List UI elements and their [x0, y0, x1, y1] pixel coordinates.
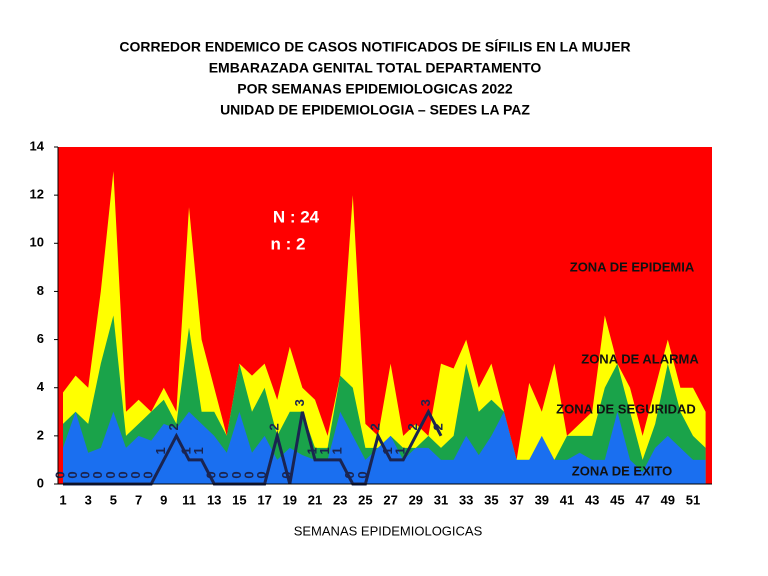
data-label: 0 — [254, 471, 269, 478]
x-tick-label: 7 — [135, 492, 142, 507]
y-tick-label: 10 — [30, 235, 44, 250]
data-label: 1 — [380, 447, 395, 454]
x-tick-label: 25 — [358, 492, 372, 507]
x-tick-label: 13 — [207, 492, 221, 507]
x-tick-label: 51 — [686, 492, 700, 507]
data-label: 0 — [65, 471, 80, 478]
zone-label: ZONA DE EPIDEMIA — [570, 259, 695, 274]
x-tick-label: 47 — [635, 492, 649, 507]
x-tick-label: 35 — [484, 492, 498, 507]
x-tick-label: 37 — [509, 492, 523, 507]
data-label: 0 — [128, 471, 143, 478]
annotation: n : 2 — [271, 234, 306, 253]
x-tick-label: 9 — [160, 492, 167, 507]
y-tick-label: 12 — [30, 187, 44, 202]
data-label: 0 — [229, 471, 244, 478]
x-tick-label: 1 — [59, 492, 66, 507]
data-label: 0 — [141, 471, 156, 478]
data-label: 0 — [216, 471, 231, 478]
x-tick-label: 27 — [383, 492, 397, 507]
data-label: 0 — [52, 471, 67, 478]
data-label: 0 — [355, 471, 370, 478]
x-tick-label: 43 — [585, 492, 599, 507]
data-label: 1 — [178, 447, 193, 454]
x-tick-label: 41 — [560, 492, 574, 507]
x-tick-label: 23 — [333, 492, 347, 507]
y-tick-label: 0 — [37, 475, 44, 490]
zone-area — [63, 315, 706, 484]
x-tick-label: 45 — [610, 492, 624, 507]
data-label: 0 — [279, 471, 294, 478]
x-tick-label: 29 — [409, 492, 423, 507]
data-label: 0 — [115, 471, 130, 478]
title-line: EMBARAZADA GENITAL TOTAL DEPARTAMENTO — [209, 60, 542, 76]
zone-label: ZONA DE ALARMA — [581, 351, 699, 366]
data-label: 0 — [90, 471, 105, 478]
x-tick-label: 11 — [182, 492, 196, 507]
data-label: 1 — [393, 447, 408, 454]
y-tick-label: 8 — [37, 283, 44, 298]
x-tick-label: 19 — [283, 492, 297, 507]
zone-label: ZONA DE EXITO — [572, 463, 672, 478]
y-tick-label: 4 — [37, 379, 45, 394]
zone-label: ZONA DE SEGURIDAD — [556, 401, 696, 416]
x-tick-label: 31 — [434, 492, 448, 507]
data-label: 2 — [267, 423, 282, 430]
x-tick-label: 39 — [535, 492, 549, 507]
data-label: 0 — [342, 471, 357, 478]
data-label: 1 — [153, 447, 168, 454]
data-label: 2 — [166, 423, 181, 430]
data-label: 0 — [241, 471, 256, 478]
data-label: 2 — [367, 423, 382, 430]
x-tick-label: 17 — [257, 492, 271, 507]
data-label: 0 — [204, 471, 219, 478]
title-line: UNIDAD DE EPIDEMIOLOGIA – SEDES LA PAZ — [220, 102, 530, 118]
y-tick-label: 2 — [37, 427, 44, 442]
title-line: POR SEMANAS EPIDEMIOLOGICAS 2022 — [237, 81, 513, 97]
zone-area — [63, 171, 706, 485]
data-label: 1 — [330, 447, 345, 454]
x-tick-label: 15 — [232, 492, 246, 507]
data-label: 3 — [418, 399, 433, 406]
x-tick-label: 21 — [308, 492, 322, 507]
data-label: 2 — [405, 423, 420, 430]
y-tick-label: 6 — [37, 331, 44, 346]
x-tick-label: 3 — [85, 492, 92, 507]
title-line: CORREDOR ENDEMICO DE CASOS NOTIFICADOS D… — [119, 39, 630, 55]
data-label: 2 — [430, 423, 445, 430]
x-tick-label: 33 — [459, 492, 473, 507]
data-label: 1 — [191, 447, 206, 454]
annotation: N : 24 — [273, 207, 320, 226]
data-label: 3 — [292, 399, 307, 406]
x-tick-label: 49 — [661, 492, 675, 507]
data-label: 0 — [103, 471, 118, 478]
data-label: 1 — [304, 447, 319, 454]
x-tick-label: 5 — [110, 492, 117, 507]
data-label: 0 — [78, 471, 93, 478]
y-tick-label: 14 — [30, 138, 45, 153]
x-axis-label: SEMANAS EPIDEMIOLOGICAS — [294, 523, 483, 538]
data-label: 1 — [317, 447, 332, 454]
